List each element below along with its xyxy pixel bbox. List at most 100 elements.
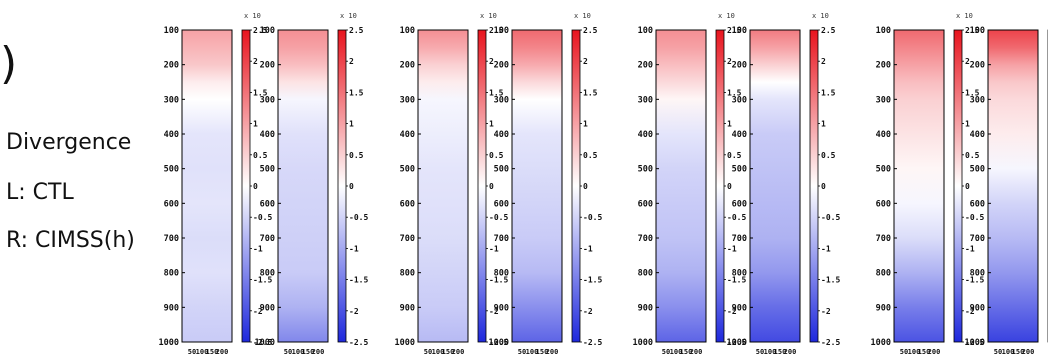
- colorbar-tick-label: -1.5: [965, 276, 984, 285]
- colorbar-tick-label: 2.5: [349, 26, 364, 35]
- plot-frame: [749, 29, 801, 343]
- y-tick-label: 300: [638, 95, 653, 105]
- colorbar-tick-label: -1: [349, 244, 359, 253]
- y-tick-label: 500: [494, 165, 509, 175]
- y-tick-label: 200: [970, 61, 985, 71]
- y-tick-label: 600: [638, 199, 653, 209]
- y-tick-label: 800: [164, 269, 179, 279]
- y-tick-label: 600: [400, 199, 415, 209]
- colorbar-tick-label: -0.5: [727, 213, 746, 222]
- colorbar-tick-label: 2.5: [727, 26, 742, 35]
- colorbar-tick-label: -2: [727, 307, 737, 316]
- y-tick-label: 600: [260, 199, 275, 209]
- y-tick-label: 100: [732, 26, 747, 36]
- x-tick-label: 50: [284, 348, 292, 356]
- x-tick-label: 200: [546, 348, 559, 356]
- x-tick-label: 150: [918, 348, 931, 356]
- x-tick-label: 50: [756, 348, 764, 356]
- colorbar: [953, 29, 963, 343]
- colorbar-tick-label: 1.5: [583, 88, 598, 97]
- colorbar-tick-label: 0: [253, 182, 258, 191]
- y-tick-label: 200: [494, 61, 509, 71]
- x-tick-label: 150: [1012, 348, 1025, 356]
- x-tick-label: 150: [774, 348, 787, 356]
- y-tick-label: 500: [970, 165, 985, 175]
- colorbar-tick-label: -2.5: [489, 338, 508, 347]
- x-tick-label: 100: [432, 348, 445, 356]
- x-tick-label: 200: [690, 348, 703, 356]
- colorbar-tick-label: -0.5: [349, 213, 368, 222]
- y-tick-label: 400: [260, 130, 275, 140]
- y-tick-label: 500: [400, 165, 415, 175]
- y-tick-label: 300: [732, 95, 747, 105]
- y-tick-label: 700: [400, 234, 415, 244]
- colorbar-tick-label: 0.5: [965, 151, 980, 160]
- colorbar-tick-label: 0.5: [253, 151, 268, 160]
- colorbar-tick-label: 2: [727, 57, 732, 66]
- y-tick-label: 200: [400, 61, 415, 71]
- colorbar-tick-label: 0.5: [489, 151, 504, 160]
- colorbar-exponent-label: x 10: [340, 12, 357, 20]
- x-tick-label: 50: [188, 348, 196, 356]
- plot-frame: [893, 29, 945, 343]
- x-tick-label: 200: [1022, 348, 1035, 356]
- colorbar-tick-label: -2: [349, 307, 359, 316]
- colorbar-tick-label: -0.5: [821, 213, 840, 222]
- colorbar-tick-label: 1: [583, 120, 588, 129]
- colorbar-tick-label: -2: [489, 307, 499, 316]
- y-tick-label: 900: [260, 303, 275, 313]
- y-tick-label: 700: [876, 234, 891, 244]
- y-tick-label: 400: [970, 130, 985, 140]
- y-tick-label: 100: [494, 26, 509, 36]
- y-tick-label: 800: [876, 269, 891, 279]
- heatmap-field: [894, 30, 944, 342]
- y-tick-label: 900: [494, 303, 509, 313]
- colorbar-tick-label: -2.5: [821, 338, 840, 347]
- y-tick-label: 700: [970, 234, 985, 244]
- panel-letter-fragment: ): [0, 38, 18, 89]
- colorbar-tick-label: -0.5: [489, 213, 508, 222]
- x-tick-label: 150: [206, 348, 219, 356]
- y-tick-label: 1000: [633, 338, 653, 348]
- plot-frame: [417, 29, 469, 343]
- x-tick-label: 50: [900, 348, 908, 356]
- y-tick-label: 600: [970, 199, 985, 209]
- x-tick-label: 100: [908, 348, 921, 356]
- y-tick-label: 400: [876, 130, 891, 140]
- plot-frame: [181, 29, 233, 343]
- colorbar-tick-label: 0.5: [349, 151, 364, 160]
- colorbar-tick-label: 1: [821, 120, 826, 129]
- colorbar-tick-label: 0: [727, 182, 732, 191]
- colorbar-tick-label: -2.5: [253, 338, 272, 347]
- x-tick-label: 100: [196, 348, 209, 356]
- y-tick-label: 300: [970, 95, 985, 105]
- heatmap-field: [278, 30, 328, 342]
- x-tick-label: 150: [536, 348, 549, 356]
- colorbar-tick-label: 0: [489, 182, 494, 191]
- y-tick-label: 1000: [489, 338, 509, 348]
- colorbar: [241, 29, 251, 343]
- x-tick-label: 50: [424, 348, 432, 356]
- heatmap-field: [750, 30, 800, 342]
- colorbar: [337, 29, 347, 343]
- y-tick-label: 200: [260, 61, 275, 71]
- x-tick-label: 100: [1002, 348, 1015, 356]
- left-panel-legend: L: CTL: [6, 180, 74, 205]
- colorbar-tick-label: 1: [965, 120, 970, 129]
- y-tick-label: 700: [494, 234, 509, 244]
- colorbar-tick-label: 0: [821, 182, 826, 191]
- colorbar-tick-label: 0.5: [583, 151, 598, 160]
- colorbar-tick-label: -1.5: [821, 276, 840, 285]
- x-tick-label: 200: [928, 348, 941, 356]
- colorbar-tick-label: 1.5: [489, 88, 504, 97]
- y-tick-label: 400: [638, 130, 653, 140]
- x-tick-label: 100: [526, 348, 539, 356]
- y-tick-label: 400: [400, 130, 415, 140]
- y-tick-label: 800: [260, 269, 275, 279]
- right-panel-legend: R: CIMSS(h): [6, 228, 135, 253]
- colorbar-tick-label: 2: [821, 57, 826, 66]
